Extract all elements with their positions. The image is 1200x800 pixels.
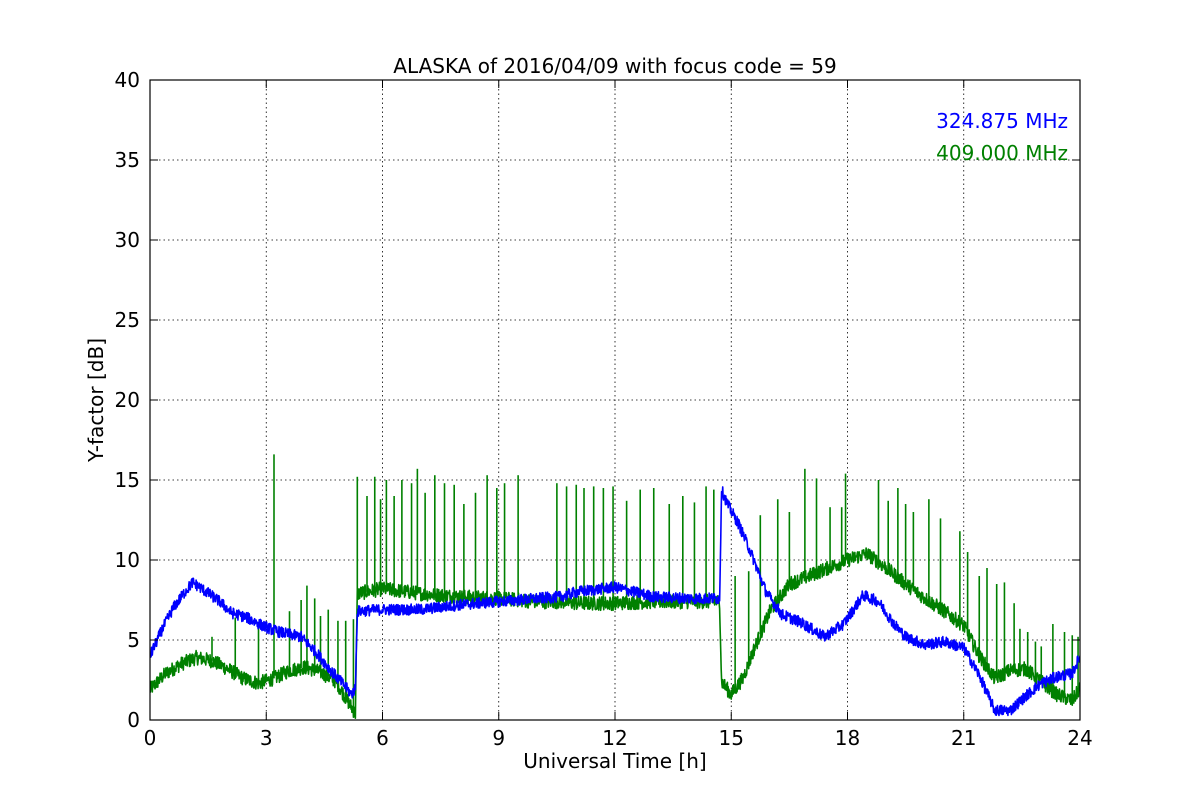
y-axis-label: Y-factor [dB]: [84, 338, 108, 463]
x-tick-label: 15: [719, 726, 744, 750]
y-tick-label: 20: [115, 388, 140, 412]
x-tick-label: 0: [144, 726, 157, 750]
y-tick-label: 10: [115, 548, 140, 572]
grid: [150, 80, 1080, 720]
y-tick-label: 25: [115, 308, 140, 332]
x-tick-label: 3: [260, 726, 273, 750]
x-axis-label: Universal Time [h]: [523, 749, 706, 773]
x-tick-label: 21: [951, 726, 976, 750]
tick-labels: 0 3 6 9 12 15 18 21 24 0 5 10 15 20 25 30 35 40: [115, 68, 1093, 750]
y-tick-label: 0: [127, 708, 140, 732]
x-tick-label: 12: [602, 726, 627, 750]
legend-entry-409-000: 409.000 MHz: [936, 141, 1068, 165]
legend-entry-324-875: 324.875 MHz: [936, 109, 1068, 133]
x-tick-label: 18: [835, 726, 860, 750]
x-tick-label: 6: [376, 726, 389, 750]
x-tick-label: 9: [492, 726, 505, 750]
y-tick-label: 40: [115, 68, 140, 92]
y-tick-label: 15: [115, 468, 140, 492]
ticks: [149, 79, 1081, 721]
chart-title: ALASKA of 2016/04/09 with focus code = 5…: [393, 54, 836, 78]
y-tick-label: 30: [115, 228, 140, 252]
x-tick-label: 24: [1067, 726, 1092, 750]
y-tick-label: 35: [115, 148, 140, 172]
legend: 324.875 MHz 409.000 MHz: [936, 109, 1068, 165]
series-line-1: [150, 547, 1080, 719]
series-layer: [150, 454, 1080, 719]
series-line-0: [150, 486, 1080, 717]
y-tick-label: 5: [127, 628, 140, 652]
